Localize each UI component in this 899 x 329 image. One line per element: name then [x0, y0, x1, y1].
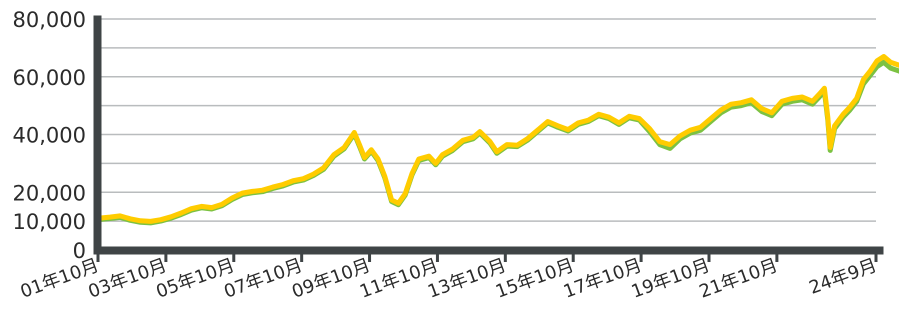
y-tick-label: 60,000	[13, 66, 86, 90]
x-tick-labels: 01年10月03年10月05年10月07年10月09年10月11年10月13年1…	[18, 254, 880, 303]
series-line-1	[95, 59, 899, 226]
x-tick-mark	[874, 254, 878, 262]
x-tick-mark	[775, 254, 779, 262]
x-tick-mark	[639, 254, 643, 262]
x-tick-mark	[435, 254, 439, 262]
axes	[93, 15, 884, 255]
gridlines	[100, 18, 876, 222]
x-tick-mark	[707, 254, 711, 262]
x-tick-mark	[232, 254, 236, 262]
y-tick-label: 20,000	[13, 181, 86, 205]
x-tick-mark	[96, 254, 100, 262]
y-tick-label: 80,000	[13, 8, 86, 32]
y-tick-label: 40,000	[13, 124, 86, 148]
x-tick-mark	[368, 254, 372, 262]
x-tick-label: 24年9月	[806, 255, 879, 299]
x-tick-mark	[571, 254, 575, 262]
y-tick-label: 0	[73, 239, 86, 263]
series-line-2	[95, 54, 899, 224]
x-tick-mark	[164, 254, 168, 262]
x-tick-label: 21年10月	[697, 255, 781, 303]
y-tick-labels: 0 10,000 20,000 40,000 60,000 80,000	[13, 8, 86, 263]
x-tick-mark	[300, 254, 304, 262]
x-axis-line	[93, 246, 884, 255]
x-tick-mark	[503, 254, 507, 262]
y-tick-label: 10,000	[13, 210, 86, 234]
series-layer	[95, 54, 899, 226]
y-axis-line	[93, 15, 102, 255]
